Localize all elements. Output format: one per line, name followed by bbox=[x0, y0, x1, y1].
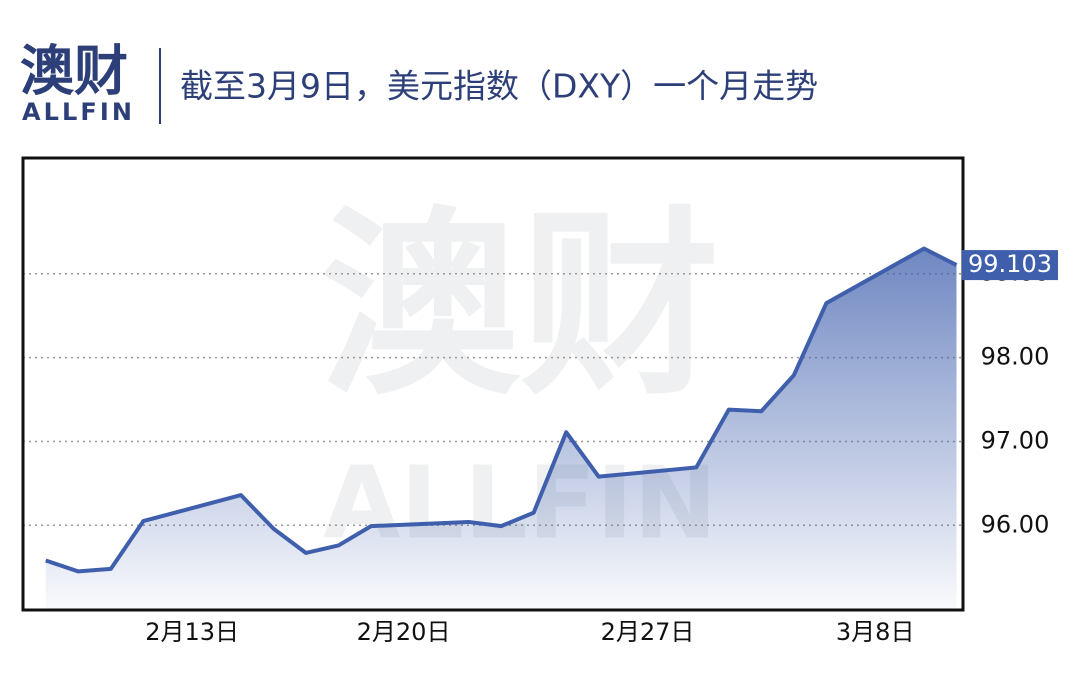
logo-name: 澳财 bbox=[20, 40, 128, 103]
value-label-box bbox=[962, 250, 1058, 281]
x-tick-label: 3月8日 bbox=[836, 618, 915, 646]
x-tick-label: 2月13日 bbox=[145, 618, 239, 646]
value-label: 99.103 bbox=[968, 250, 1052, 278]
x-tick-label: 2月27日 bbox=[601, 618, 695, 646]
chart-title: 截至3月9日，美元指数（DXY）一个月走势 bbox=[180, 67, 818, 106]
plot bbox=[23, 246, 963, 610]
x-tick-label: 2月20日 bbox=[357, 618, 451, 646]
plot-frame bbox=[21, 156, 965, 612]
y-tick-label: 96.00 bbox=[981, 510, 1050, 538]
y-tick-label: 97.00 bbox=[981, 426, 1050, 454]
watermark: 澳财 bbox=[320, 190, 720, 423]
area bbox=[45, 248, 957, 610]
logo-en: ALLFIN bbox=[22, 98, 132, 126]
y-tick-label: 98.00 bbox=[981, 343, 1050, 371]
line bbox=[45, 246, 958, 574]
